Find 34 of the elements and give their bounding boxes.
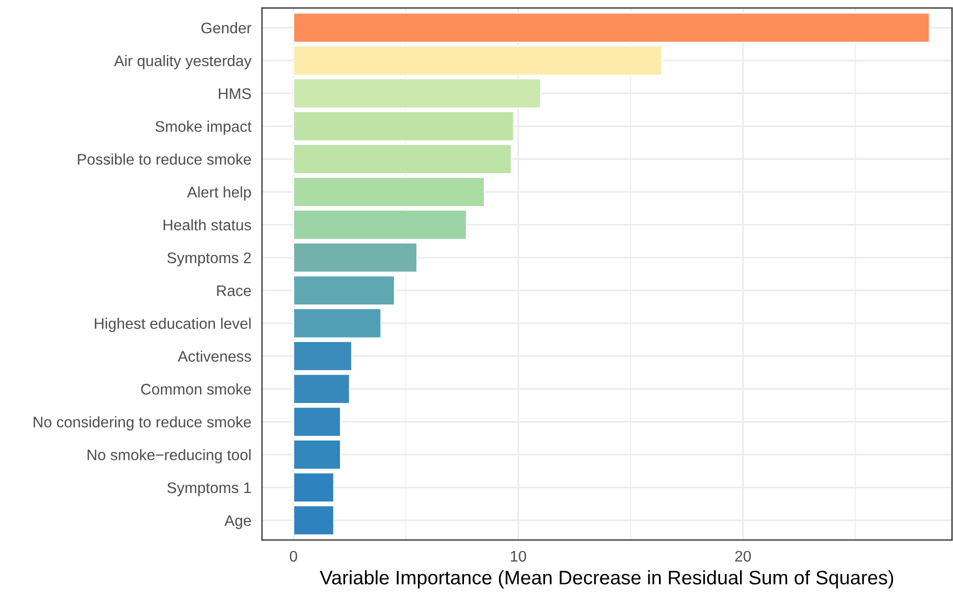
bar: [292, 144, 512, 175]
bar: [292, 110, 514, 142]
y-tick-label: Health status: [164, 219, 252, 230]
bar: [292, 373, 350, 404]
y-tick-label: Air quality yesterday: [114, 55, 252, 70]
y-tick-label: No considering to reduce smoke: [34, 416, 251, 430]
bar: [292, 472, 335, 503]
y-tick-label: Symptoms 1: [167, 482, 251, 496]
y-tick-label: HMS: [218, 88, 251, 100]
bar: [292, 12, 930, 44]
y-tick-label: Age: [224, 515, 251, 529]
y-tick-label: No smoke−reducing tool: [88, 449, 251, 464]
bar: [292, 78, 542, 109]
y-tick-label: Gender: [201, 22, 252, 34]
x-tick-label: 0: [290, 550, 298, 562]
y-tick-label: Activeness: [178, 350, 252, 362]
x-tick-label: 20: [735, 550, 751, 562]
y-tick-label: Common smoke: [141, 383, 251, 395]
y-tick-label: Symptoms 2: [167, 252, 251, 266]
bar: [292, 274, 396, 306]
y-tick-label: Race: [217, 285, 251, 296]
y-tick-label: Smoke impact: [155, 120, 252, 135]
bar: [292, 242, 418, 274]
bar: [292, 209, 468, 240]
bar: [292, 340, 353, 372]
y-tick-label: Alert help: [187, 186, 251, 201]
x-tick-label: 10: [510, 550, 526, 562]
bar: [292, 504, 335, 536]
y-tick-label: Highest education level: [94, 318, 251, 332]
bar: [292, 308, 382, 339]
bar: [292, 176, 486, 208]
bar: [292, 45, 663, 76]
y-tick-label: Possible to reduce smoke: [78, 154, 251, 165]
x-axis-title: Variable Importance (Mean Decrease in Residual Sum of Squares): [320, 570, 894, 588]
